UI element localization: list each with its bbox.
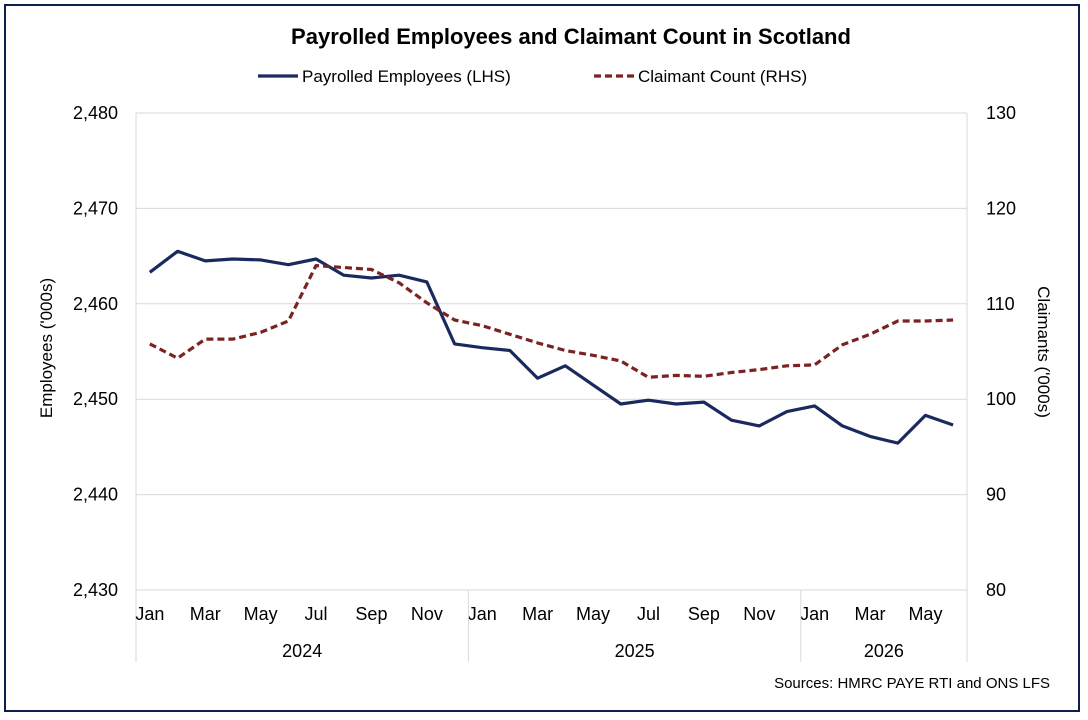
left-tick-label: 2,480	[73, 103, 118, 123]
year-label: 2026	[864, 641, 904, 661]
right-tick-label: 110	[986, 294, 1015, 314]
x-tick-label: Mar	[522, 604, 553, 624]
left-tick-label: 2,430	[73, 580, 118, 600]
x-tick-label: Sep	[355, 604, 387, 624]
left-axis-label: Employees ('000s)	[37, 278, 56, 418]
right-axis-ticks: 130 120 110 100 90 80	[986, 103, 1016, 600]
x-tick-label: Mar	[190, 604, 221, 624]
right-tick-label: 100	[986, 389, 1016, 409]
gridlines	[136, 207, 967, 496]
left-tick-label: 2,450	[73, 389, 118, 409]
claimant-line	[149, 264, 954, 379]
chart-title: Payrolled Employees and Claimant Count i…	[291, 24, 851, 49]
x-tick-label: Jul	[305, 604, 328, 624]
right-tick-label: 130	[986, 103, 1016, 123]
x-tick-label: Sep	[688, 604, 720, 624]
year-label: 2024	[282, 641, 322, 661]
legend-label: Claimant Count (RHS)	[638, 67, 807, 86]
plot-area	[135, 112, 968, 662]
right-tick-label: 80	[986, 580, 1006, 600]
x-tick-label: Jul	[637, 604, 660, 624]
left-axis-ticks: 2,480 2,470 2,460 2,450 2,440 2,430	[73, 103, 118, 600]
series-layer	[148, 249, 954, 445]
x-tick-label: Mar	[855, 604, 886, 624]
source-note: Sources: HMRC PAYE RTI and ONS LFS	[774, 675, 1050, 692]
left-tick-label: 2,460	[73, 294, 118, 314]
year-label: 2025	[615, 641, 655, 661]
employees-line	[148, 249, 954, 445]
legend: Payrolled Employees (LHS) Claimant Count …	[258, 67, 807, 86]
x-tick-label: May	[908, 604, 942, 624]
legend-label: Payrolled Employees (LHS)	[302, 67, 511, 86]
right-tick-label: 120	[986, 198, 1016, 218]
x-axis: Jan Mar May Jul Sep Nov Jan Mar May Jul Sep Nov Jan M…	[135, 590, 942, 662]
x-tick-label: May	[244, 604, 278, 624]
chart-frame	[4, 4, 1080, 712]
x-tick-label: May	[576, 604, 610, 624]
x-tick-label: Nov	[411, 604, 443, 624]
x-tick-label: Nov	[743, 604, 775, 624]
right-tick-label: 90	[986, 485, 1006, 505]
x-tick-label: Jan	[800, 604, 829, 624]
left-tick-label: 2,440	[73, 485, 118, 505]
x-tick-label: Jan	[135, 604, 164, 624]
right-axis-label: Claimants ('000s)	[1034, 286, 1053, 418]
x-tick-label: Jan	[468, 604, 497, 624]
left-tick-label: 2,470	[73, 198, 118, 218]
